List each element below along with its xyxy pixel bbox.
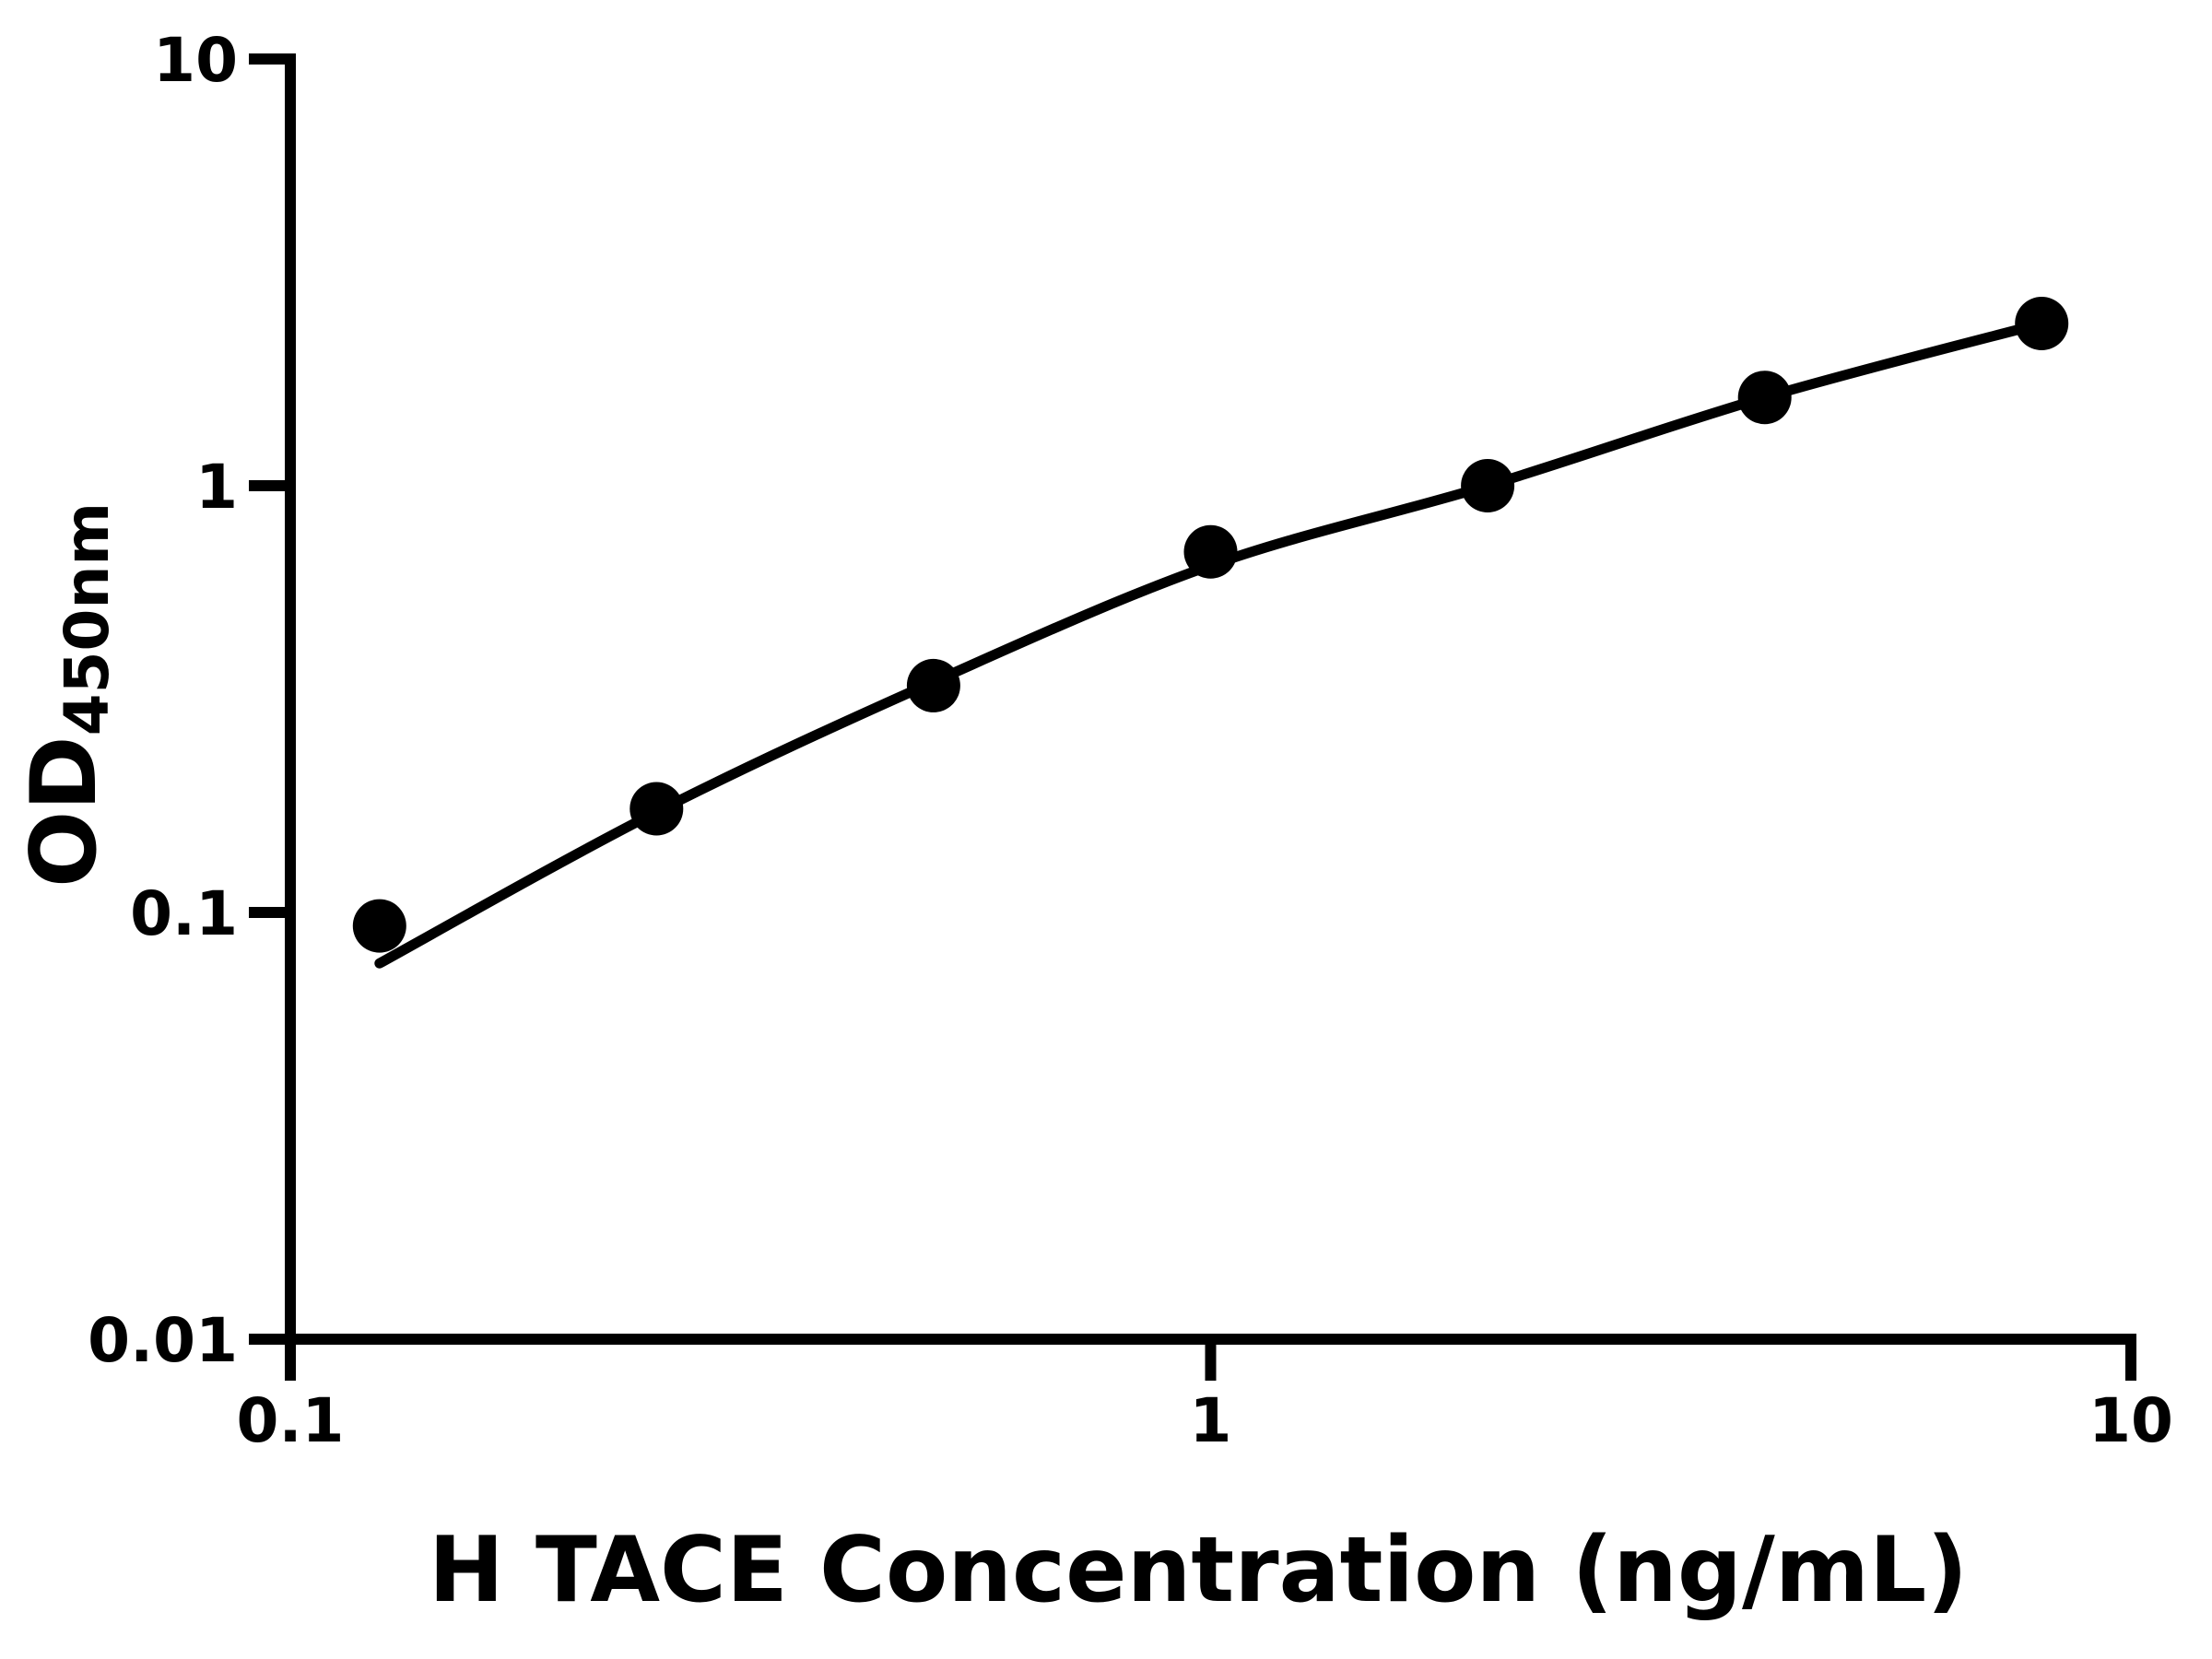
data-point-marker <box>629 782 684 836</box>
fit-curve-path <box>374 318 2047 969</box>
x-axis-title: H TACE Concentration (ng/mL) <box>429 1518 1968 1623</box>
y-tick-label: 1 <box>195 452 238 523</box>
y-tick-label: 0.1 <box>130 878 238 949</box>
data-point-marker <box>1737 371 1792 425</box>
data-point-marker <box>2015 297 2069 350</box>
y-tick-label: 0.01 <box>88 1305 238 1376</box>
x-tick-label: 0.1 <box>237 1385 345 1456</box>
y-axis-title: OD450nm <box>12 502 123 888</box>
data-point-marker <box>352 899 406 953</box>
y-axis-title-main: OD <box>12 735 117 888</box>
data-point-marker <box>906 658 960 712</box>
data-point-marker <box>1183 524 1238 579</box>
x-tick-label: 10 <box>2088 1385 2173 1456</box>
x-tick-label: 1 <box>1190 1385 1232 1456</box>
data-point-marker <box>1461 459 1515 512</box>
y-axis-title-subscript: 450nm <box>52 502 123 736</box>
y-tick-label: 10 <box>153 25 238 96</box>
